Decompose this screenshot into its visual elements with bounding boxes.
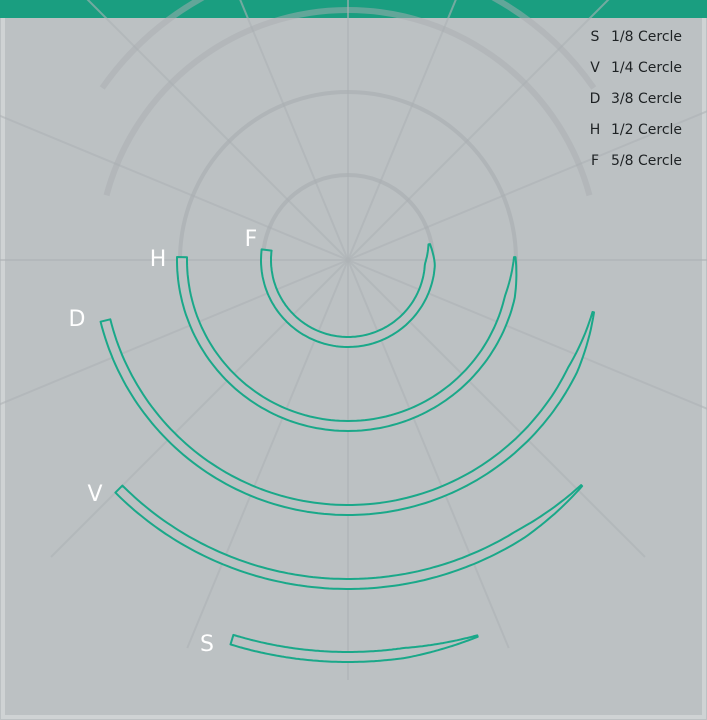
radial-guide: [239, 0, 349, 261]
radial-guide: [347, 259, 707, 410]
radial-guide: [347, 0, 457, 261]
needle-label: H: [150, 247, 167, 272]
needle-label: S: [200, 632, 214, 657]
radial-guide: [186, 259, 349, 649]
needle: [114, 484, 584, 590]
legend-label: 1/2 Cercle: [611, 122, 682, 138]
needle: [260, 243, 436, 348]
ghost-arc: [99, 0, 597, 90]
legend-letter: D: [590, 91, 601, 107]
needle: [229, 633, 479, 663]
legend-label: 1/4 Cercle: [611, 60, 682, 76]
radial-guide: [50, 259, 349, 558]
legend-letter: F: [591, 153, 599, 169]
radial-guide: [0, 259, 349, 406]
needles: S V D H F: [69, 227, 595, 663]
legend-label: 5/8 Cercle: [611, 153, 682, 169]
needle: [99, 311, 595, 516]
radial-guide: [347, 110, 707, 261]
needle-label: V: [87, 482, 102, 507]
ghost-arc: [103, 7, 593, 197]
radial-guide: [347, 0, 610, 261]
legend-label: 1/8 Cercle: [611, 29, 682, 45]
radial-guide: [86, 0, 349, 261]
legend-label: 3/8 Cercle: [611, 91, 682, 107]
radial-guide: [347, 259, 646, 558]
legend: S 1/8 Cercle V 1/4 Cercle D 3/8 Cercle H 1/2 Ce…: [590, 29, 682, 169]
radial-guide: [0, 114, 349, 261]
needle: [176, 256, 518, 432]
radial-guide: [347, 259, 510, 649]
legend-letter: V: [590, 60, 600, 76]
needle-label: D: [69, 307, 86, 332]
needle-label: F: [245, 227, 258, 252]
legend-letter: S: [591, 29, 600, 45]
legend-letter: H: [590, 122, 601, 138]
